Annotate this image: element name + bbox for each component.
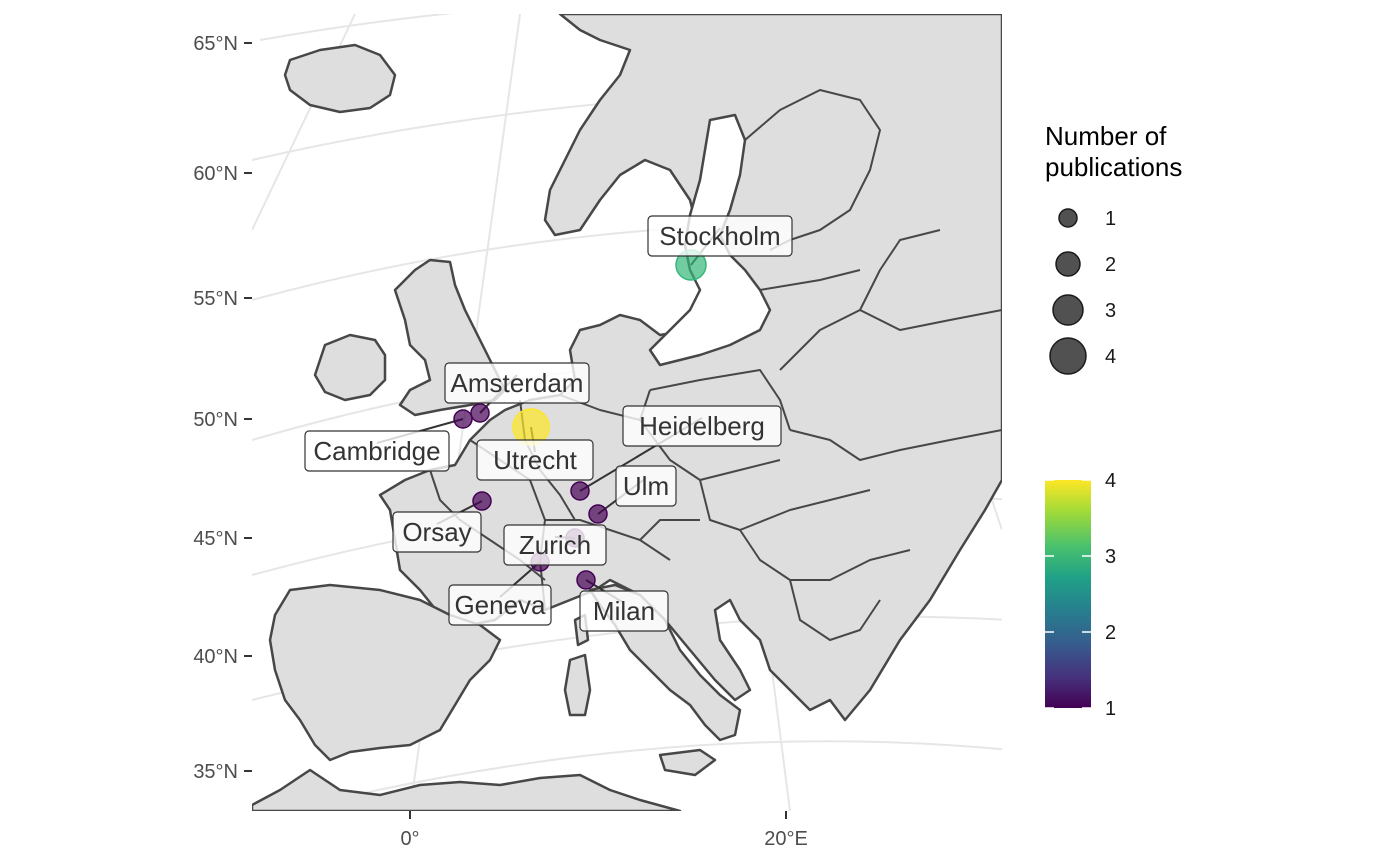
city-label-text: Amsterdam bbox=[451, 368, 584, 398]
size-legend-label: 2 bbox=[1105, 254, 1116, 276]
colorbar bbox=[1045, 480, 1091, 708]
sardinia bbox=[563, 653, 592, 717]
city-point-cambridge bbox=[453, 409, 473, 429]
city-label-box bbox=[444, 362, 590, 404]
iberia bbox=[268, 583, 502, 762]
city-point-orsay bbox=[472, 491, 492, 511]
city-label-cambridge: Cambridge bbox=[304, 430, 450, 472]
city-point-ulm bbox=[588, 504, 608, 524]
size-legend-key-2 bbox=[1055, 251, 1081, 277]
city-label-box bbox=[503, 524, 607, 566]
size-legend-title-line1: Number of bbox=[1045, 121, 1167, 151]
north-africa bbox=[252, 768, 682, 811]
size-legend-label: 3 bbox=[1105, 300, 1116, 322]
longitude-axis: 0° 20°E bbox=[400, 811, 808, 850]
size-legend-label: 1 bbox=[1105, 208, 1116, 230]
city-label-text: Zurich bbox=[519, 530, 591, 560]
size-legend: Number of publications 1 2 3 4 bbox=[1045, 121, 1182, 375]
size-legend-key-4 bbox=[1049, 337, 1087, 375]
colorbar-tick-label: 3 bbox=[1105, 546, 1116, 568]
city-label-amsterdam: Amsterdam bbox=[444, 362, 590, 404]
colorbar-tick-label: 2 bbox=[1105, 622, 1116, 644]
city-label-box bbox=[476, 439, 594, 481]
city-label-utrecht: Utrecht bbox=[476, 439, 594, 481]
size-legend-title-line2: publications bbox=[1045, 152, 1182, 182]
city-label-box bbox=[304, 430, 450, 472]
city-label-orsay: Orsay bbox=[392, 511, 482, 553]
city-label-box bbox=[615, 465, 677, 507]
city-label-box bbox=[448, 584, 552, 626]
city-label-text: Utrecht bbox=[493, 445, 578, 475]
city-label-zurich: Zurich bbox=[503, 524, 607, 566]
city-label-stockholm: Stockholm bbox=[647, 215, 793, 257]
city-label-text: Ulm bbox=[623, 471, 669, 501]
colorbar-tick-label: 1 bbox=[1105, 698, 1116, 720]
city-label-text: Geneva bbox=[454, 590, 546, 620]
lat-tick-label: 65°N bbox=[193, 33, 238, 55]
city-label-geneva: Geneva bbox=[448, 584, 552, 626]
city-point-milan bbox=[576, 570, 596, 590]
city-point-heidelberg bbox=[570, 481, 590, 501]
latitude-axis: 65°N 60°N 55°N 50°N 45°N 40°N 35°N bbox=[193, 33, 252, 783]
lat-tick-label: 50°N bbox=[193, 409, 238, 431]
size-legend-key-3 bbox=[1052, 294, 1084, 326]
size-legend-keys: 1 2 3 4 bbox=[1049, 208, 1116, 375]
city-label-text: Cambridge bbox=[313, 436, 440, 466]
ireland bbox=[313, 333, 387, 402]
city-label-text: Heidelberg bbox=[639, 411, 765, 441]
lat-tick-label: 60°N bbox=[193, 163, 238, 185]
iceland bbox=[283, 43, 397, 114]
lat-tick-label: 40°N bbox=[193, 646, 238, 668]
map-panel: Stockholm Amsterdam Utrecht Cambridge Heidel… bbox=[252, 14, 1002, 811]
lat-tick-label: 45°N bbox=[193, 528, 238, 550]
lon-tick-label: 0° bbox=[400, 828, 419, 850]
colorbar-ticks: 4 3 2 1 bbox=[1045, 470, 1116, 720]
size-legend-key-1 bbox=[1058, 208, 1078, 228]
city-label-ulm: Ulm bbox=[615, 465, 677, 507]
city-label-text: Stockholm bbox=[659, 221, 780, 251]
city-label-text: Milan bbox=[593, 596, 655, 626]
sicily bbox=[658, 748, 717, 777]
colorbar-tick-label: 4 bbox=[1105, 470, 1116, 492]
city-label-box bbox=[622, 405, 782, 447]
city-labels: Stockholm Amsterdam Utrecht Cambridge Heidel… bbox=[304, 215, 793, 632]
size-legend-label: 4 bbox=[1105, 346, 1116, 368]
city-label-heidelberg: Heidelberg bbox=[622, 405, 782, 447]
city-label-box bbox=[579, 590, 669, 632]
city-point-amsterdam bbox=[470, 403, 490, 423]
city-label-box bbox=[647, 215, 793, 257]
lat-tick-label: 35°N bbox=[193, 761, 238, 783]
color-legend: 4 3 2 1 bbox=[1045, 470, 1116, 720]
lon-tick-label: 20°E bbox=[764, 828, 808, 850]
city-label-milan: Milan bbox=[579, 590, 669, 632]
city-label-text: Orsay bbox=[402, 517, 471, 547]
city-label-box bbox=[392, 511, 482, 553]
lat-tick-label: 55°N bbox=[193, 288, 238, 310]
